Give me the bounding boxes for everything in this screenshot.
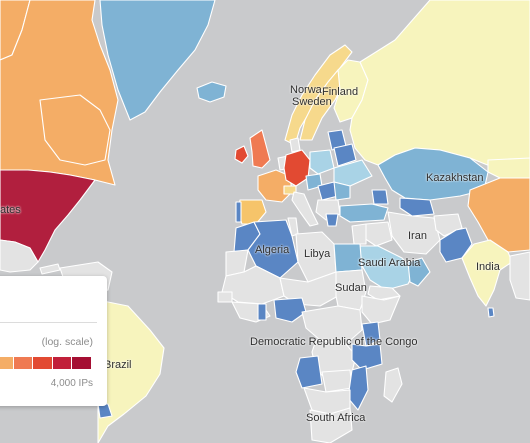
country-italy[interactable] [291, 191, 319, 227]
country-uganda-tanzania[interactable] [351, 343, 383, 371]
country-syria-jordan[interactable] [351, 223, 367, 245]
country-niger-chad[interactable] [279, 271, 339, 307]
label-drc: Democratic Republic of the Congo [250, 336, 418, 348]
legend-swatch-gap [12, 357, 14, 369]
country-greece[interactable] [325, 213, 339, 227]
country-yemen[interactable] [367, 285, 401, 301]
country-ghana[interactable] [257, 303, 267, 321]
label-south-africa: South Africa [306, 412, 366, 424]
country-pakistan[interactable] [439, 227, 473, 263]
label-kazakhstan: Kazakhstan [426, 172, 484, 184]
country-saudi-arabia[interactable] [355, 245, 415, 291]
country-india[interactable] [461, 239, 513, 307]
country-angola[interactable] [295, 355, 323, 389]
legend-swatch-4 [52, 357, 72, 369]
legend-swatch-gap [71, 357, 73, 369]
country-iran[interactable] [387, 211, 441, 255]
label-sweden: Sweden [292, 96, 332, 108]
label-norway: Norwa [290, 84, 322, 96]
country-germany[interactable] [283, 149, 311, 187]
legend-swatch-gap [51, 357, 53, 369]
country-poland[interactable] [309, 149, 335, 175]
country-denmark[interactable] [289, 137, 301, 153]
country-belarus[interactable] [333, 143, 357, 167]
country-madagascar[interactable] [383, 367, 403, 403]
country-mexico[interactable] [0, 239, 39, 273]
country-senegal[interactable] [217, 291, 233, 303]
country-ethiopia-somalia[interactable] [361, 295, 401, 325]
label-algeria: Algeria [255, 244, 290, 256]
legend-swatch-5 [72, 357, 91, 369]
country-zambia[interactable] [321, 369, 353, 393]
country-iceland[interactable] [196, 81, 227, 103]
country-central-africa[interactable] [301, 305, 363, 345]
label-brazil: Brazil [104, 359, 132, 371]
country-nigeria[interactable] [273, 297, 307, 323]
country-uk[interactable] [249, 129, 271, 169]
legend-max-label: 4,000 IPs [50, 378, 93, 389]
country-uzbekistan[interactable] [399, 197, 435, 217]
map-legend: (log. scale) 4,000 IPs [0, 276, 107, 406]
country-mongolia[interactable] [487, 157, 530, 179]
legend-color-bar [0, 357, 91, 369]
country-portugal[interactable] [235, 201, 242, 223]
country-canada-east[interactable] [39, 94, 111, 166]
country-kenya[interactable] [361, 321, 381, 347]
country-south-africa[interactable] [309, 407, 353, 443]
legend-swatch-3 [33, 357, 52, 369]
country-uae-oman[interactable] [407, 257, 431, 287]
legend-swatch-gap [32, 357, 34, 369]
country-southeast-asia[interactable] [509, 251, 530, 301]
country-greenland[interactable] [99, 0, 216, 121]
country-ireland[interactable] [234, 145, 249, 164]
label-usa: ates [0, 204, 21, 216]
label-iran: Iran [408, 230, 427, 242]
country-brazil[interactable] [97, 299, 165, 443]
label-saudi-arabia: Saudi Arabia [358, 257, 421, 269]
legend-swatch-1 [0, 357, 13, 369]
country-turkey[interactable] [339, 203, 389, 223]
legend-swatch-2 [13, 357, 33, 369]
country-caucasus[interactable] [371, 189, 389, 205]
label-finland: Finland [322, 86, 359, 98]
country-ukraine[interactable] [333, 159, 373, 187]
legend-divider [0, 322, 97, 323]
country-romania[interactable] [333, 181, 351, 201]
legend-scale-label: (log. scale) [41, 336, 93, 348]
label-libya: Libya [304, 248, 331, 260]
label-india: India [476, 261, 500, 273]
country-sri-lanka[interactable] [487, 307, 495, 318]
label-sudan: Sudan [335, 282, 367, 294]
country-cuba[interactable] [39, 263, 61, 275]
